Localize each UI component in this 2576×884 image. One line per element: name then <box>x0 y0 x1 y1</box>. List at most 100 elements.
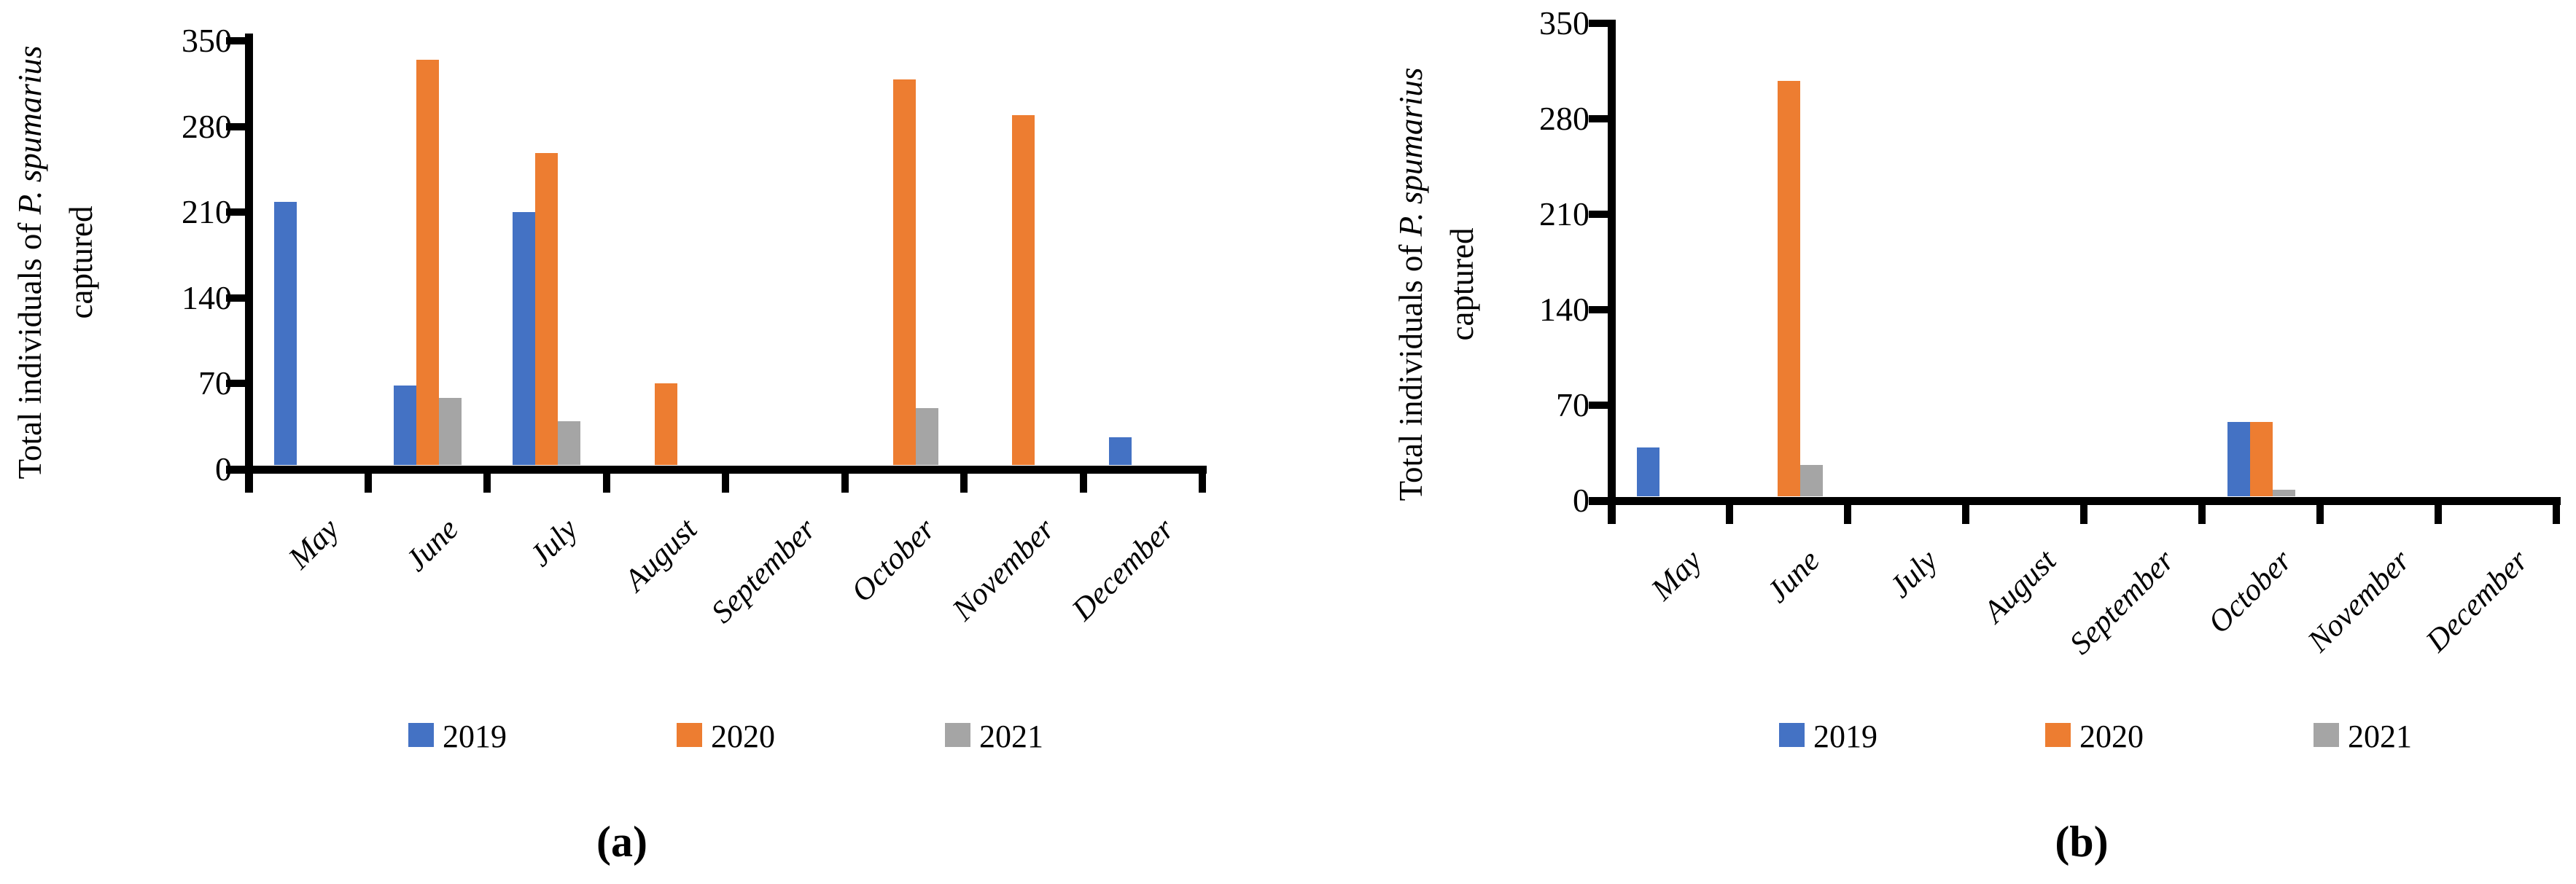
x-tick-b-2 <box>1844 504 1851 524</box>
x-tick-label-a-December: December <box>1065 512 1181 627</box>
bar-b-October-2020 <box>2249 421 2273 497</box>
y-tick-label-b-350: 350 <box>1539 4 1589 42</box>
bar-a-October-2021 <box>915 407 938 466</box>
bar-b-May-2019 <box>1636 447 1659 497</box>
y-axis-a <box>244 34 253 493</box>
x-tick-a-2 <box>483 473 491 493</box>
y-axis-title-pre-b: Total individuals of <box>1393 236 1429 501</box>
bar-a-October-2020 <box>892 79 916 466</box>
y-tick-a-140 <box>225 294 245 302</box>
x-tick-a-3 <box>602 473 610 493</box>
x-tick-label-b-November: November <box>2301 543 2417 659</box>
caption-panel-a: (a) <box>596 818 647 866</box>
caption-panel-b: (b) <box>2055 818 2109 866</box>
y-axis-title-panel-b: Total individuals of P. spumarius captur… <box>1386 4 1495 565</box>
x-tick-label-a-June: June <box>399 512 466 579</box>
legend-label-a-2020: 2020 <box>711 719 775 754</box>
y-axis-title-line1-a: Total individuals of P. spumarius <box>5 0 56 543</box>
bar-a-August-2020 <box>654 383 677 466</box>
legend-label-b-2020: 2020 <box>2079 719 2144 754</box>
x-tick-label-a-August: August <box>618 512 704 598</box>
bar-a-July-2021 <box>558 421 581 466</box>
legend-label-b-2019: 2019 <box>1813 719 1877 754</box>
legend-swatch-a-2020 <box>677 723 702 747</box>
y-tick-a-70 <box>225 380 245 388</box>
bar-a-July-2019 <box>513 211 536 466</box>
x-tick-b-5 <box>2198 504 2206 524</box>
y-tick-label-a-210: 210 <box>182 193 232 231</box>
legend-swatch-b-2020 <box>2045 723 2071 747</box>
y-axis-title-species-a: P. spumarius <box>12 45 48 215</box>
y-tick-label-a-350: 350 <box>182 22 232 59</box>
bar-a-July-2020 <box>535 153 559 466</box>
legend-label-b-2021: 2021 <box>2348 719 2412 754</box>
legend-swatch-b-2019 <box>1779 723 1805 747</box>
y-tick-label-a-140: 140 <box>182 278 232 316</box>
x-tick-label-a-July: July <box>523 512 585 574</box>
x-tick-label-b-December: December <box>2419 543 2535 659</box>
y-axis-b <box>1607 20 1616 524</box>
x-tick-label-a-October: October <box>845 512 943 609</box>
y-tick-label-a-70: 70 <box>198 364 232 402</box>
y-tick-b-140 <box>1588 306 1608 314</box>
x-tick-label-b-September: September <box>2063 543 2181 662</box>
y-axis-title-line1-b: Total individuals of P. spumarius <box>1386 4 1437 565</box>
y-tick-label-b-0: 0 <box>1573 482 1589 519</box>
x-axis-a <box>225 465 1207 474</box>
bar-b-October-2019 <box>2227 421 2250 497</box>
y-axis-title-panel-a: Total individuals of P. spumarius captur… <box>5 0 114 543</box>
y-tick-a-350 <box>225 37 245 44</box>
x-tick-label-a-May: May <box>282 512 346 576</box>
y-axis-title-species-b: P. spumarius <box>1393 67 1429 237</box>
x-tick-label-b-July: July <box>1883 543 1945 605</box>
y-tick-b-210 <box>1588 211 1608 219</box>
x-tick-b-7 <box>2435 504 2442 524</box>
y-tick-label-b-210: 210 <box>1539 195 1589 233</box>
bar-a-November-2020 <box>1012 115 1035 466</box>
y-tick-b-350 <box>1588 20 1608 28</box>
x-tick-b-1 <box>1726 504 1733 524</box>
x-tick-label-a-November: November <box>946 512 1062 627</box>
bar-b-June-2020 <box>1777 80 1800 497</box>
bar-a-June-2020 <box>416 60 439 466</box>
bar-a-June-2019 <box>393 386 416 466</box>
x-tick-label-a-September: September <box>704 512 823 630</box>
y-tick-b-70 <box>1588 402 1608 410</box>
y-tick-label-a-280: 280 <box>182 107 232 145</box>
legend-label-a-2019: 2019 <box>443 719 507 754</box>
y-tick-label-a-0: 0 <box>215 450 232 488</box>
x-tick-label-b-June: June <box>1760 543 1826 610</box>
y-tick-label-b-280: 280 <box>1539 100 1589 138</box>
x-tick-label-b-October: October <box>2201 543 2299 641</box>
y-tick-b-280 <box>1588 115 1608 123</box>
y-tick-a-210 <box>225 208 245 216</box>
bar-b-June-2021 <box>1799 465 1823 497</box>
x-tick-a-5 <box>841 473 849 493</box>
x-tick-b-4 <box>2080 504 2087 524</box>
x-tick-label-b-August: August <box>1977 543 2063 630</box>
legend-label-a-2021: 2021 <box>979 719 1043 754</box>
bar-b-October-2021 <box>2272 490 2295 497</box>
x-tick-b-6 <box>2316 504 2324 524</box>
bar-a-June-2021 <box>438 398 462 466</box>
x-tick-a-4 <box>722 473 729 493</box>
y-tick-a-280 <box>225 122 245 130</box>
bar-a-May-2019 <box>274 202 297 466</box>
x-axis-b <box>1588 496 2561 505</box>
y-axis-title-pre-a: Total individuals of <box>12 214 48 480</box>
x-tick-a-7 <box>1079 473 1087 493</box>
x-tick-b-8 <box>2553 504 2560 524</box>
x-tick-a-1 <box>364 473 372 493</box>
legend-swatch-b-2021 <box>2314 723 2339 747</box>
y-axis-title-line2-a: captured <box>62 206 99 319</box>
x-tick-a-8 <box>1199 473 1206 493</box>
x-tick-label-b-May: May <box>1644 543 1708 607</box>
y-tick-label-b-70: 70 <box>1556 386 1589 424</box>
bar-a-December-2019 <box>1108 437 1132 466</box>
y-axis-title-line2-b: captured <box>1443 227 1480 341</box>
legend-swatch-a-2021 <box>945 723 970 747</box>
x-tick-b-3 <box>1962 504 1969 524</box>
legend-swatch-a-2019 <box>408 723 434 747</box>
x-tick-a-6 <box>960 473 968 493</box>
